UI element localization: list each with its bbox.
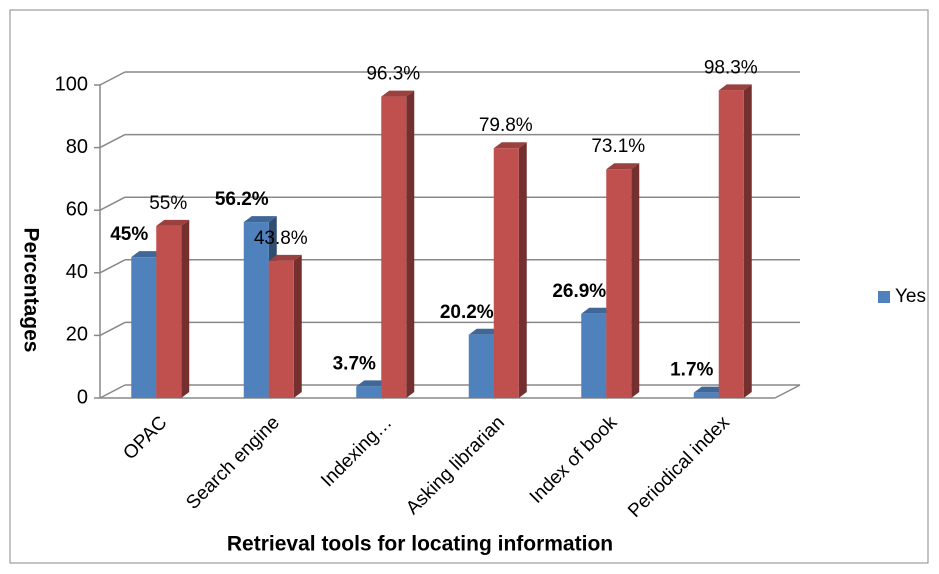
bar <box>718 90 744 399</box>
grid-line <box>99 384 126 399</box>
y-tick-label: 60 <box>66 198 88 220</box>
bar-top <box>493 142 527 149</box>
bar <box>606 169 632 398</box>
grid-line <box>99 321 126 337</box>
data-label: 73.1% <box>591 136 645 157</box>
data-label: 20.2% <box>440 302 494 323</box>
bar-top <box>606 163 640 170</box>
bar-top <box>718 84 752 91</box>
bar <box>131 257 157 398</box>
data-label: 43.8% <box>254 228 308 249</box>
legend-swatch <box>878 291 890 303</box>
bar <box>493 148 519 398</box>
data-label: 45% <box>110 224 148 245</box>
bar-top <box>268 254 302 261</box>
grid-line <box>99 196 126 211</box>
bar-side <box>181 219 190 398</box>
bar-top <box>693 386 727 393</box>
data-label: 1.7% <box>670 360 713 381</box>
y-tick-label: 40 <box>66 261 88 283</box>
bar <box>381 96 407 399</box>
y-tick-label: 80 <box>66 136 88 158</box>
bar <box>693 392 719 398</box>
bar <box>156 225 182 398</box>
grid-line <box>99 259 126 274</box>
bar <box>581 313 607 398</box>
bar <box>468 334 494 398</box>
grid-line <box>99 133 126 149</box>
floor-edge <box>774 384 801 399</box>
bar <box>356 386 382 398</box>
data-label: 55% <box>149 193 187 214</box>
bar-side <box>631 163 640 398</box>
bar <box>243 222 269 398</box>
bar-top <box>381 90 415 97</box>
y-tick-label: 20 <box>66 324 88 346</box>
x-axis-title: Retrieval tools for locating information <box>227 533 613 556</box>
data-label: 79.8% <box>479 115 533 136</box>
y-axis-title: Percentages <box>19 228 42 353</box>
bar-top <box>131 251 165 258</box>
bar-side <box>293 254 302 398</box>
legend-label: Yes <box>895 286 926 307</box>
data-label: 98.3% <box>704 57 758 78</box>
y-tick-label: 100 <box>55 73 88 95</box>
data-label: 56.2% <box>215 189 269 210</box>
bar-top <box>156 219 190 226</box>
y-tick-label: 0 <box>77 386 88 408</box>
data-label: 3.7% <box>333 353 376 374</box>
data-label: 26.9% <box>552 281 606 302</box>
data-label: 96.3% <box>366 64 420 85</box>
bar-top <box>581 307 615 314</box>
bar-top <box>468 328 502 335</box>
grid-line <box>99 71 126 86</box>
bar-side <box>743 84 752 399</box>
bar-top <box>356 380 390 387</box>
bar <box>268 260 294 398</box>
bar-side <box>518 142 527 398</box>
bar-top <box>243 216 277 223</box>
bar-side <box>406 90 415 399</box>
